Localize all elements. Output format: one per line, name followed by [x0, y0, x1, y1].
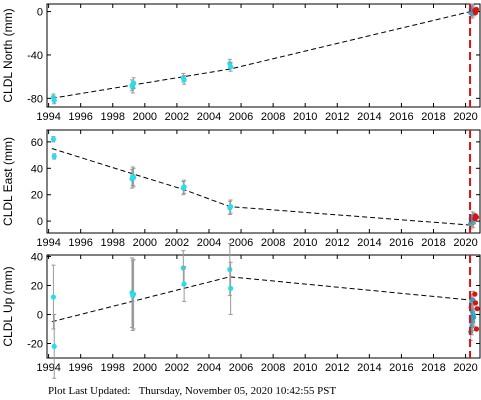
x-tick-label: 2016 — [389, 111, 413, 123]
campaign-point — [131, 174, 137, 181]
x-tick-label: 1998 — [101, 111, 125, 123]
footer-label: Plot Last Updated: — [48, 385, 131, 397]
recent-point — [474, 306, 480, 312]
x-tick-label: 2002 — [165, 111, 189, 123]
x-tick-label: 2006 — [229, 362, 253, 374]
recent-point — [473, 214, 480, 220]
campaign-point — [50, 294, 57, 300]
x-tick-label: 1998 — [101, 237, 125, 249]
y-tick-label: -20 — [27, 338, 43, 350]
campaign-point — [228, 64, 234, 70]
campaign-point — [228, 203, 234, 210]
campaign-point — [181, 184, 187, 190]
campaign-point — [181, 281, 187, 287]
x-tick-label: 2014 — [357, 237, 381, 249]
x-tick-label: 1994 — [36, 237, 60, 249]
x-tick-label: 2004 — [197, 362, 221, 374]
y-tick-label: 0 — [37, 216, 43, 228]
x-tick-label: 2016 — [389, 362, 413, 374]
y-axis-label: CLDL North (mm) — [1, 8, 15, 102]
x-tick-label: 1996 — [68, 111, 92, 123]
panel-3: 40 20 0 -20 1994 1996 1998 2000 2002 2004 2006 2008… — [1, 242, 481, 379]
x-tick-label: 2012 — [325, 362, 349, 374]
y-axis-label: CLDL East (mm) — [1, 137, 15, 226]
axes-frame — [46, 3, 481, 108]
panel-2: 60 40 20 0 1994 1996 1998 2000 2002 2004 2006 2008 2… — [1, 129, 481, 249]
panel-1: 0 -40 -80 1994 1996 1998 2000 2002 2004 2006 2008 2… — [1, 3, 481, 123]
x-tick-label: 2002 — [165, 237, 189, 249]
continuous-point — [470, 314, 477, 320]
x-tick-label: 2018 — [421, 111, 445, 123]
recent-point — [472, 300, 479, 306]
x-tick-label: 2004 — [197, 111, 221, 123]
campaign-point — [131, 80, 137, 86]
x-tick-label: 2010 — [293, 237, 317, 249]
recent-point — [473, 6, 480, 13]
y-tick-label: 20 — [31, 280, 43, 292]
x-tick-label: 2020 — [453, 362, 477, 374]
y-tick-label: 0 — [37, 7, 43, 19]
recent-point — [472, 291, 478, 297]
x-tick-label: 2000 — [133, 111, 157, 123]
axes-frame — [46, 129, 481, 234]
plot-updated-footer: Plot Last Updated: Thursday, November 05… — [48, 385, 336, 397]
campaign-point — [228, 285, 234, 291]
x-tick-label: 2006 — [229, 237, 253, 249]
y-tick-label: 0 — [37, 309, 43, 321]
campaign-point — [50, 136, 57, 142]
x-tick-label: 2002 — [165, 362, 189, 374]
campaign-point — [181, 77, 187, 83]
x-tick-label: 2020 — [453, 111, 477, 123]
x-tick-label: 1994 — [36, 111, 60, 123]
x-tick-label: 2018 — [421, 362, 445, 374]
x-tick-label: 2004 — [197, 237, 221, 249]
x-tick-label: 2016 — [389, 237, 413, 249]
axes-frame — [46, 254, 481, 359]
x-tick-label: 2000 — [133, 237, 157, 249]
campaign-point — [51, 343, 57, 349]
x-tick-label: 1996 — [68, 362, 92, 374]
x-tick-label: 2018 — [421, 237, 445, 249]
y-tick-label: 20 — [31, 190, 43, 202]
recent-point — [473, 326, 480, 332]
x-tick-label: 2000 — [133, 362, 157, 374]
x-tick-label: 2008 — [261, 237, 285, 249]
y-tick-label: 40 — [31, 163, 43, 175]
y-tick-label: 40 — [31, 251, 43, 263]
y-tick-label: 60 — [31, 137, 43, 149]
campaign-point — [227, 266, 233, 273]
trend-line — [51, 148, 471, 226]
x-tick-label: 2014 — [357, 362, 381, 374]
x-tick-label: 2008 — [261, 111, 285, 123]
x-tick-label: 2014 — [357, 111, 381, 123]
x-tick-label: 2012 — [325, 237, 349, 249]
y-axis-label: CLDL Up (mm) — [1, 266, 15, 346]
x-tick-label: 2010 — [293, 362, 317, 374]
campaign-point — [51, 97, 57, 104]
campaign-point — [131, 291, 137, 297]
x-tick-label: 2010 — [293, 111, 317, 123]
x-tick-label: 2006 — [229, 111, 253, 123]
trend-line — [51, 11, 471, 99]
footer-timestamp: Thursday, November 05, 2020 10:42:55 PST — [138, 385, 337, 397]
y-tick-label: -80 — [27, 93, 43, 105]
campaign-point — [51, 153, 57, 160]
trend-line — [51, 276, 471, 323]
x-tick-label: 1998 — [101, 362, 125, 374]
x-tick-label: 1996 — [68, 237, 92, 249]
y-tick-label: -40 — [27, 50, 43, 62]
campaign-point — [130, 84, 136, 91]
x-tick-label: 2008 — [261, 362, 285, 374]
x-tick-label: 1994 — [36, 362, 60, 374]
x-tick-label: 2020 — [453, 237, 477, 249]
x-tick-label: 2012 — [325, 111, 349, 123]
